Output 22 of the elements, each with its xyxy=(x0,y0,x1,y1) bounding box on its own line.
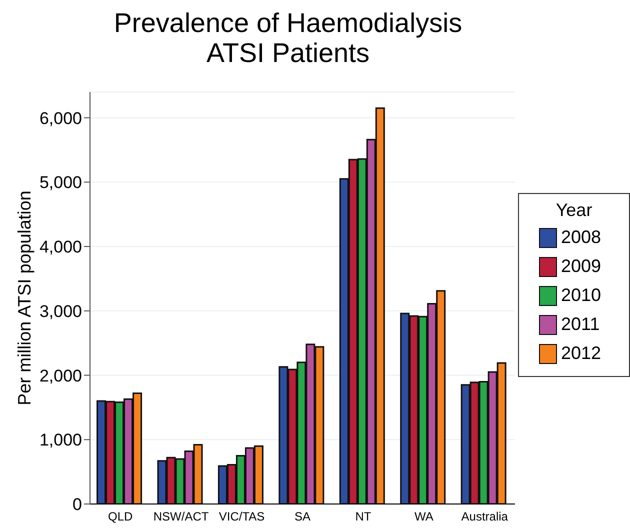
x-tick-label: NSW/ACT xyxy=(153,510,210,524)
x-tick-label: SA xyxy=(294,510,311,524)
y-tick-label: 6,000 xyxy=(39,108,82,128)
x-tick-label: Australia xyxy=(461,510,508,524)
x-tick-label: VIC/TAS xyxy=(218,510,265,524)
chart-title: Prevalence of Haemodialysis ATSI Patients xyxy=(112,8,464,68)
y-tick-label: 3,000 xyxy=(39,302,82,321)
y-axis-title: Per million ATSI population xyxy=(14,190,34,406)
x-tick-label: QLD xyxy=(108,510,134,524)
y-tick-label: 1,000 xyxy=(39,430,82,450)
legend-label: 2012 xyxy=(561,343,602,364)
legend-label: 2009 xyxy=(561,256,602,277)
legend-title: Year xyxy=(554,200,594,221)
y-tick-label: 0 xyxy=(72,495,82,514)
x-tick-label: NT xyxy=(355,510,372,524)
y-tick-label: 5,000 xyxy=(39,173,82,192)
legend-label: 2010 xyxy=(561,285,602,306)
x-tick-label: WA xyxy=(414,510,434,524)
legend-label: 2008 xyxy=(561,227,602,248)
legend-label: 2011 xyxy=(561,314,600,335)
y-tick-label: 4,000 xyxy=(39,238,82,257)
y-tick-label: 2,000 xyxy=(39,366,82,386)
